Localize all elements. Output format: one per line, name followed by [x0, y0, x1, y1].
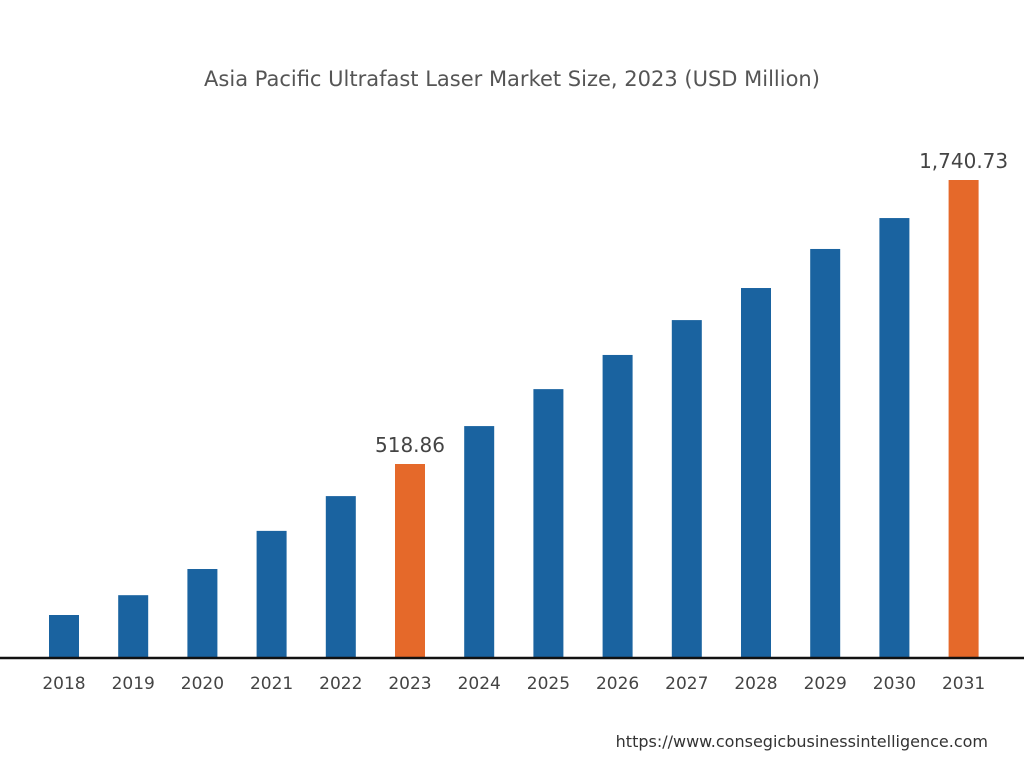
x-tick-label: 2019: [112, 674, 155, 694]
x-tick-label: 2021: [250, 674, 293, 694]
x-tick-label: 2029: [804, 674, 847, 694]
x-tick-label: 2025: [527, 674, 570, 694]
source-url: https://www.consegicbusinessintelligence…: [616, 732, 988, 751]
bar-2021: [256, 530, 287, 658]
x-tick-label: 2030: [873, 674, 916, 694]
x-tick-label: 2026: [596, 674, 639, 694]
data-label-2031: 1,740.73: [919, 149, 1008, 173]
bar-2022: [325, 496, 356, 658]
bar-2025: [533, 389, 564, 658]
x-tick-label: 2020: [181, 674, 224, 694]
x-tick-label: 2023: [388, 674, 431, 694]
chart-title: Asia Pacific Ultrafast Laser Market Size…: [204, 67, 820, 91]
bar-2019: [118, 595, 149, 658]
bar-2028: [741, 288, 771, 658]
x-tick-label: 2018: [42, 674, 85, 694]
bar-2018: [49, 615, 79, 658]
data-label-2023: 518.86: [375, 433, 445, 457]
bar-2023: [395, 464, 425, 658]
bar-2030: [879, 218, 910, 659]
bar-2031: [948, 180, 979, 658]
x-tick-label: 2028: [734, 674, 777, 694]
bar-2026: [602, 354, 633, 658]
bar-2024: [464, 426, 495, 658]
x-tick-label: 2024: [458, 674, 501, 694]
x-tick-label: 2027: [665, 674, 708, 694]
x-tick-label: 2022: [319, 674, 362, 694]
x-tick-label: 2031: [942, 674, 985, 694]
bar-2027: [671, 320, 702, 658]
bar-2020: [187, 569, 218, 658]
bar-2029: [810, 248, 841, 659]
